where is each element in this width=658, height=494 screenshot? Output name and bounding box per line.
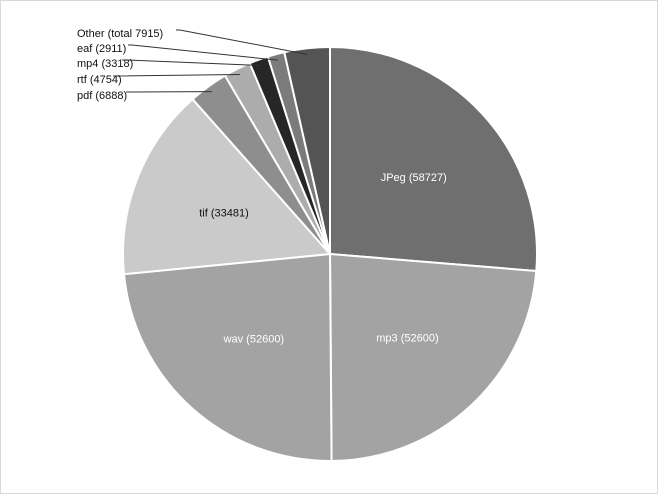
callout-label-other: Other (total 7915) [77,28,163,40]
pie-slice-tif [122,97,333,276]
pie-slice-jpeg [329,45,538,273]
pie-slice-mp3 [328,252,538,463]
slice-label-wav: wav (52600) [223,334,285,346]
slice-label-jpeg: JPeg (58727) [381,172,447,184]
slice-label-tif: tif (33481) [199,207,249,219]
callout-label-mp4: mp4 (3318) [77,58,133,70]
callout-label-eaf: eaf (2911) [77,43,126,55]
leader-line-mp4 [122,59,261,66]
leader-line-rtf [113,74,240,77]
leader-line-other [176,29,308,55]
pie-slice-wav [122,252,333,462]
callout-label-pdf: pdf (6888) [77,90,127,102]
pie-slice-other [283,45,331,255]
leader-line-eaf [128,44,278,61]
callout-label-rtf: rtf (4754) [77,74,122,86]
slice-label-mp3: mp3 (52600) [376,332,438,344]
